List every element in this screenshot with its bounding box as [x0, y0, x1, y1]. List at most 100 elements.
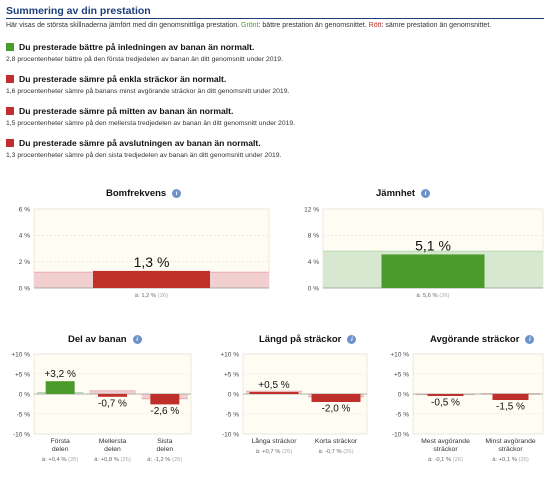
y-tick-label: +5 %	[15, 371, 30, 378]
summary-item-detail: 1,6 procentenheter sämre på banans minst…	[6, 88, 290, 95]
average-value: ä: +0,7 %	[256, 449, 282, 455]
worse-square-icon	[6, 106, 14, 115]
y-tick-label: -5 %	[396, 411, 410, 418]
average-value: ä: -1,2 %	[147, 457, 172, 463]
average-label: ä: +0,1 % (26)	[492, 457, 529, 463]
desc-prefix: Här visas de största skillnaderna jämför…	[6, 22, 241, 29]
y-tick-label: 8 %	[308, 233, 319, 240]
y-tick-label: +5 %	[394, 371, 409, 378]
y-tick-label: -10 %	[13, 431, 30, 438]
bar-value-label: -0,7 %	[98, 398, 127, 409]
desc-mid: : bättre prestation än genomsnittet.	[258, 22, 369, 29]
info-icon[interactable]: i	[347, 335, 357, 344]
summary-item: Du presterade sämre på avslutningen av b…	[6, 137, 281, 159]
y-tick-label: 12 %	[304, 206, 319, 213]
summary-description: Här visas de största skillnaderna jämför…	[6, 22, 491, 29]
average-count: (26)	[120, 457, 130, 463]
chart-title-jamnhet: Jämnhet i	[376, 188, 431, 199]
bar	[150, 394, 180, 405]
average-band	[89, 390, 136, 394]
desc-green: Grönt	[241, 22, 259, 29]
average-count: (26)	[518, 457, 528, 463]
y-tick-label: 4 %	[308, 259, 319, 266]
average-label: ä: +0,7 % (26)	[256, 449, 293, 455]
average-label: ä: 1,2 % (26)	[135, 293, 168, 299]
summary-item-detail: 1,3 procentenheter sämre på den sista tr…	[6, 152, 282, 159]
summary-divider	[6, 18, 544, 19]
bar	[93, 270, 210, 288]
worse-square-icon	[6, 138, 14, 147]
average-count: (26)	[158, 293, 168, 299]
x-category-label: delen	[52, 446, 69, 453]
bar	[492, 394, 529, 400]
y-tick-label: 0 %	[19, 285, 30, 292]
average-count: (26)	[68, 457, 78, 463]
chart-title-text: Avgörande sträckor	[430, 334, 520, 345]
summary-item-headline: Du presterade bättre på inledningen av b…	[19, 41, 255, 52]
bar	[311, 394, 361, 402]
bar	[381, 254, 485, 288]
bar-value-label: -1,5 %	[496, 402, 525, 413]
summary-item-headline: Du presterade sämre på avslutningen av b…	[19, 137, 261, 148]
y-tick-label: -10 %	[392, 431, 409, 438]
y-tick-label: 6 %	[19, 206, 30, 213]
y-tick-label: +5 %	[224, 371, 239, 378]
x-category-label: Minst avgörande	[485, 438, 535, 445]
y-tick-label: 2 %	[19, 259, 30, 266]
summary-title: Summering av din prestation	[6, 5, 151, 17]
average-count: (26)	[343, 449, 353, 455]
average-count: (26)	[282, 449, 292, 455]
chart-title-bomfrekvens: Bomfrekvens i	[106, 188, 182, 199]
average-label: ä: +0,4 % (26)	[42, 457, 79, 463]
average-value: ä: +0,8 %	[94, 457, 120, 463]
summary-item: Du presterade sämre på mitten av banan ä…	[6, 105, 295, 127]
info-icon[interactable]: i	[172, 189, 182, 198]
desc-red: Rött	[368, 22, 382, 29]
bar	[45, 381, 75, 394]
info-icon[interactable]: i	[132, 335, 142, 344]
x-category-label: Mellersta	[99, 438, 127, 445]
info-icon[interactable]: i	[421, 189, 431, 198]
y-tick-label: +10 %	[390, 351, 409, 358]
better-square-icon	[6, 42, 14, 51]
summary-item-headline: Du presterade sämre på enkla sträckor än…	[19, 73, 227, 84]
average-label: ä: -1,2 % (26)	[147, 457, 182, 463]
bar	[98, 394, 127, 397]
chart-title-langd-pa-strackor: Längd på sträckor i	[259, 334, 357, 345]
chart-title-text: Jämnhet	[376, 188, 416, 199]
y-tick-label: 4 %	[19, 233, 30, 240]
average-label: ä: -0,1 % (26)	[428, 457, 463, 463]
bar	[249, 392, 299, 394]
x-category-label: sträckor	[433, 446, 458, 453]
chart-title-avgorande-strackor: Avgörande sträckor i	[430, 334, 535, 345]
average-label: ä: -0,7 % (26)	[318, 449, 353, 455]
summary-item-detail: 1,5 procentenheter sämre på den mellerst…	[6, 120, 296, 127]
y-tick-label: 0 %	[308, 285, 319, 292]
x-category-label: sträckor	[498, 446, 523, 453]
average-value: ä: -0,1 %	[428, 457, 453, 463]
average-value: ä: 5,6 %	[416, 293, 439, 299]
chart-title-del-av-banan: Del av banan i	[68, 334, 142, 345]
bar	[427, 394, 464, 396]
x-category-label: Första	[51, 438, 70, 445]
x-category-label: Sista	[157, 438, 172, 445]
average-count: (26)	[453, 457, 463, 463]
chart-title-text: Bomfrekvens	[106, 188, 167, 199]
bar-value-label: 1,3 %	[134, 254, 170, 270]
y-tick-label: +10 %	[220, 351, 239, 358]
y-tick-label: 0 %	[19, 391, 30, 398]
y-tick-label: +10 %	[11, 351, 30, 358]
average-label: ä: 5,6 % (26)	[416, 293, 449, 299]
x-category-label: delen	[104, 446, 121, 453]
summary-item: Du presterade sämre på enkla sträckor än…	[6, 73, 289, 95]
summary-item-headline: Du presterade sämre på mitten av banan ä…	[19, 105, 234, 116]
average-label: ä: +0,8 % (26)	[94, 457, 131, 463]
bar-value-label: +3,2 %	[44, 369, 76, 380]
summary-item-detail: 2,8 procentenheter bättre på den första …	[6, 56, 283, 63]
desc-suffix: : sämre prestation än genomsnittet.	[381, 22, 492, 29]
worse-square-icon	[6, 74, 14, 83]
y-tick-label: -5 %	[17, 411, 31, 418]
info-icon[interactable]: i	[525, 335, 535, 344]
chart-title-text: Del av banan	[68, 334, 127, 345]
